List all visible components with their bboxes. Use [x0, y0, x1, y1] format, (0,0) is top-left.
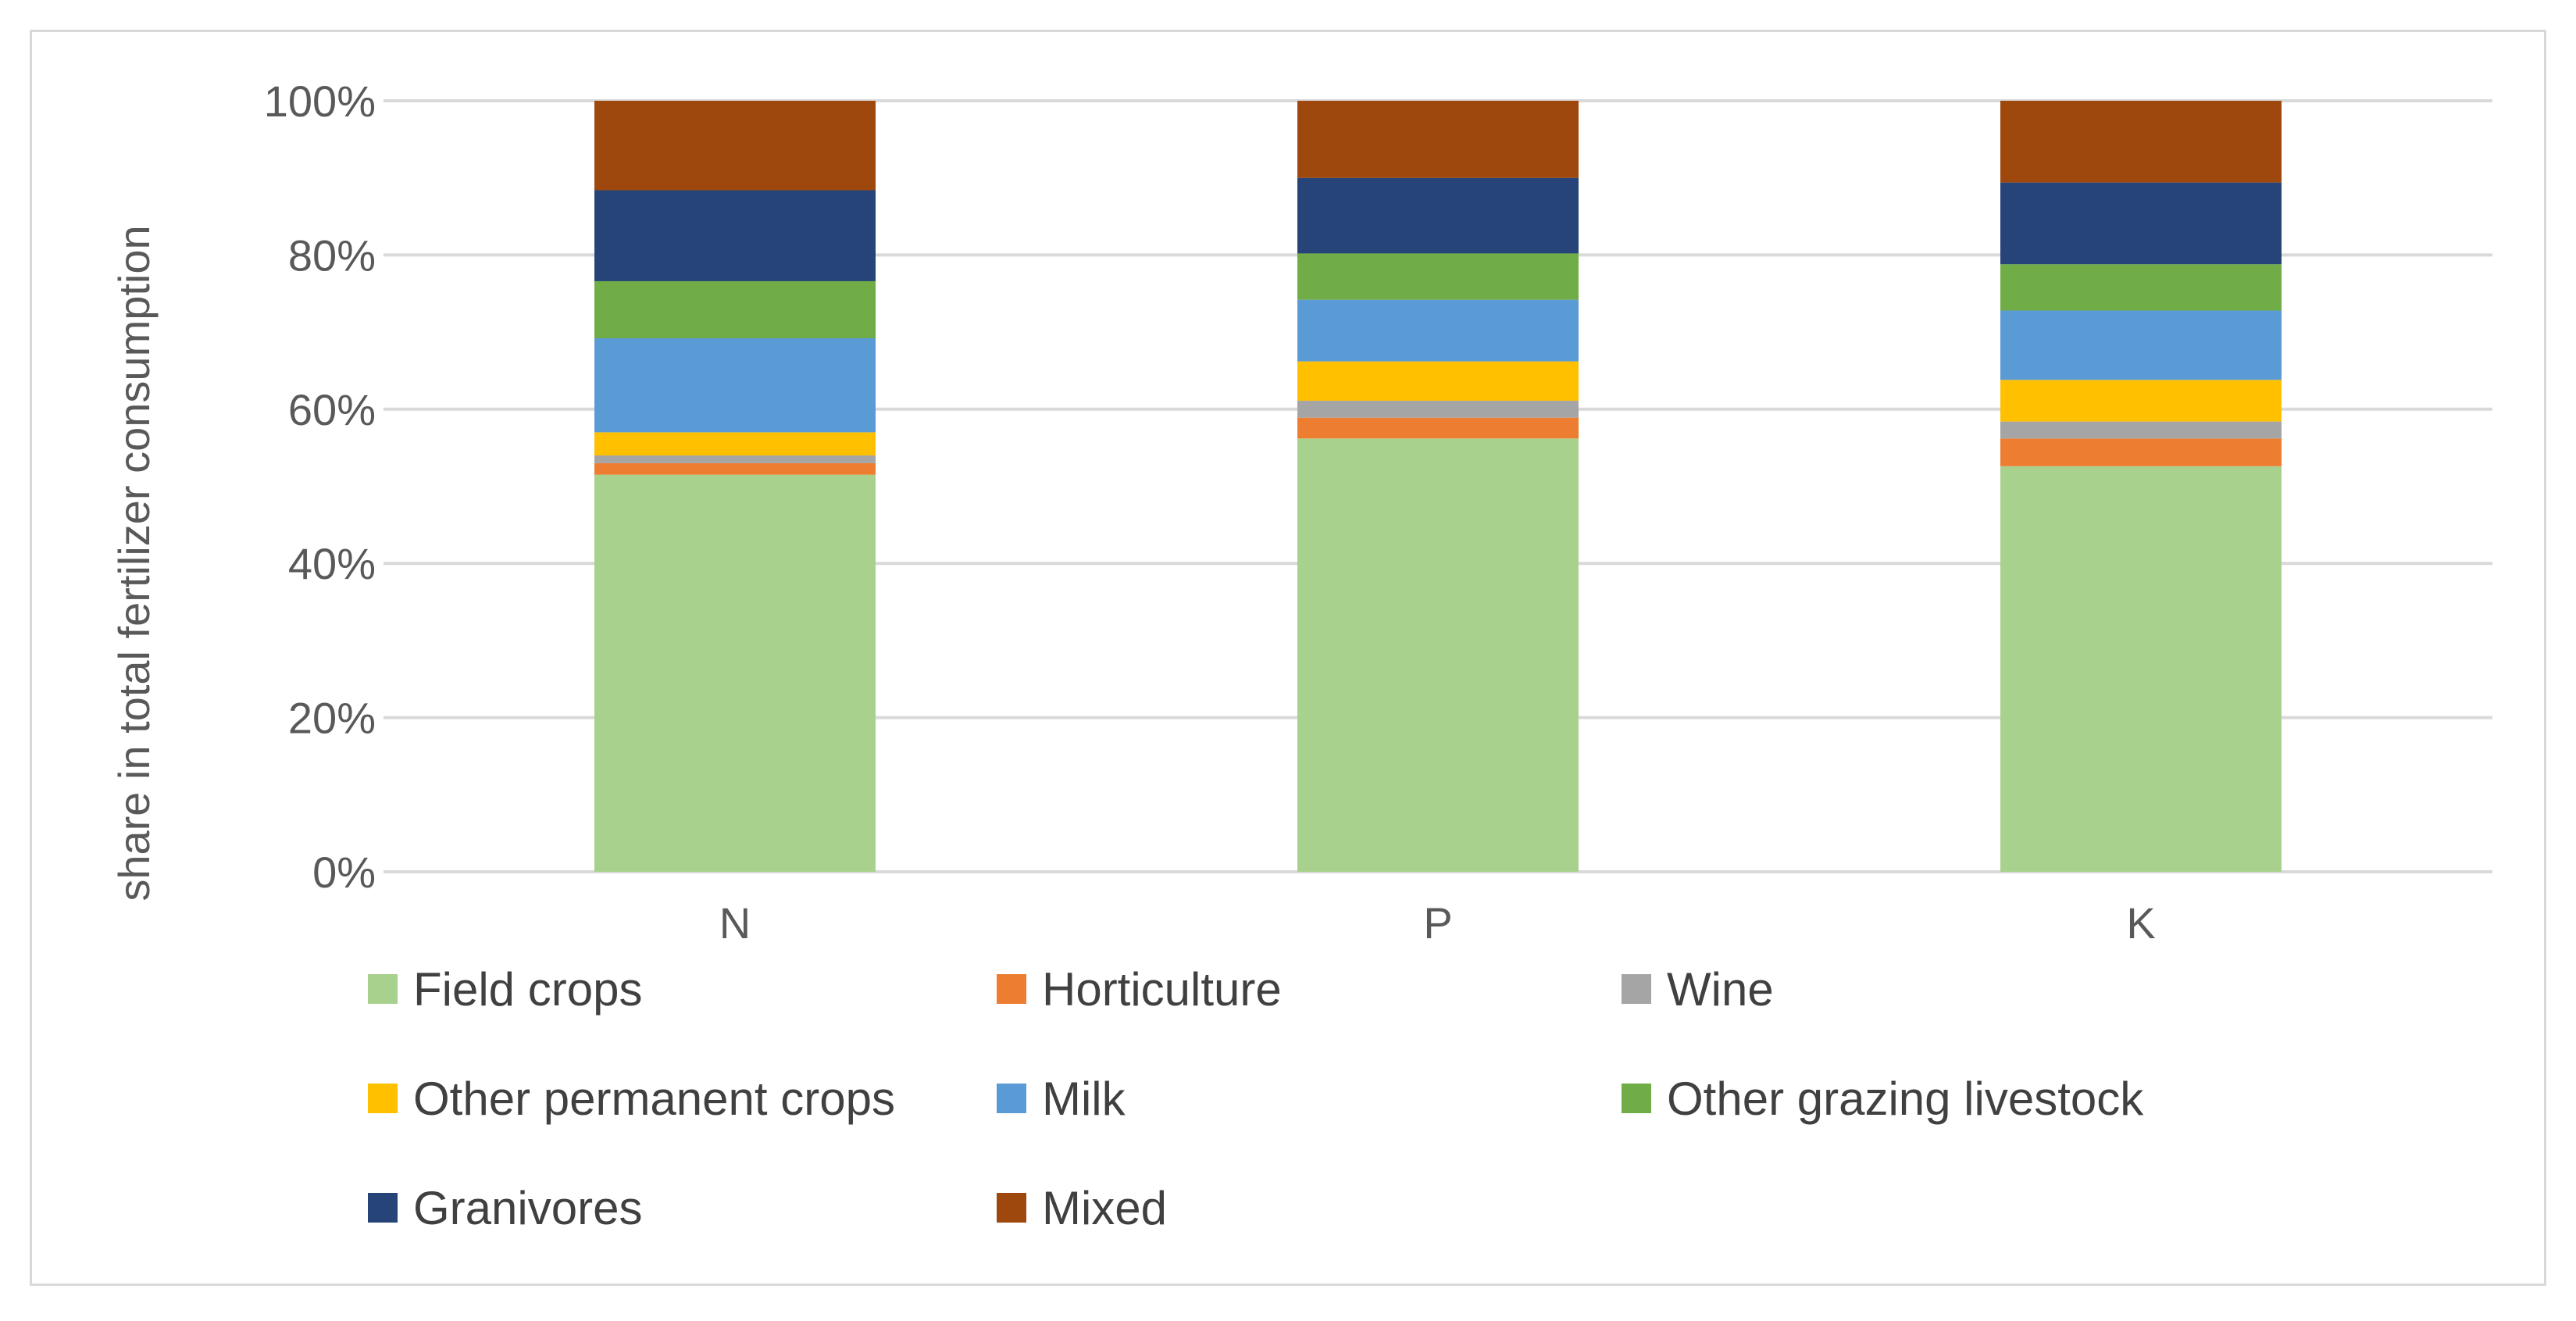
x-tick-label: P	[1423, 898, 1452, 948]
legend-swatch	[368, 1084, 398, 1113]
bar-segment-K-other-permanent-crops	[2000, 380, 2282, 422]
bar-segment-K-horticulture	[2000, 438, 2282, 466]
legend-item: Wine	[1622, 963, 1774, 1016]
y-tick-label: 80%	[288, 230, 376, 280]
legend-label: Horticulture	[1042, 963, 1282, 1016]
bar-segment-P-granivores	[1297, 177, 1579, 254]
x-tick-label: K	[2126, 898, 2155, 948]
bar-segment-N-granivores	[594, 190, 876, 281]
legend-swatch	[997, 974, 1026, 1004]
legend-item: Granivores	[368, 1182, 642, 1234]
bar-segment-K-wine	[2000, 421, 2282, 439]
y-axis-title: share in total fertilizer consumption	[109, 225, 159, 901]
legend-label: Other grazing livestock	[1667, 1073, 2144, 1125]
y-axis-ticks: 0% 20% 40% 60% 80% 100%	[264, 77, 376, 897]
legend: Field crops Horticulture Wine Other permane…	[368, 963, 2144, 1234]
bar-segment-P-other-permanent-crops	[1297, 361, 1579, 401]
legend-item: Field crops	[368, 963, 642, 1016]
legend-item: Other grazing livestock	[1622, 1073, 2144, 1125]
legend-label: Mixed	[1042, 1182, 1167, 1234]
legend-item: Horticulture	[997, 963, 1282, 1016]
bar-segment-K-granivores	[2000, 182, 2282, 265]
bar-segment-N-other-permanent-crops	[594, 432, 876, 456]
bar-segment-N-milk	[594, 337, 876, 433]
bar-segment-N-horticulture	[594, 462, 876, 475]
legend-label: Milk	[1042, 1073, 1126, 1125]
bar-segment-P-mixed	[1297, 101, 1579, 178]
chart-frame: 0% 20% 40% 60% 80% 100% N P K share in total fe…	[30, 30, 2546, 1286]
bar-segment-N-wine	[594, 455, 876, 463]
bar-segment-K-field-crops	[2000, 466, 2282, 872]
bar-segment-P-horticulture	[1297, 417, 1579, 439]
legend-swatch	[368, 1193, 398, 1223]
stacked-bar-chart: 0% 20% 40% 60% 80% 100% N P K share in total fe…	[109, 77, 2492, 1234]
bar-segment-K-other-grazing-livestock	[2000, 264, 2282, 311]
bars	[594, 101, 2282, 872]
legend-swatch	[997, 1193, 1026, 1223]
legend-label: Field crops	[413, 963, 642, 1016]
legend-item: Other permanent crops	[368, 1073, 895, 1125]
bar-segment-N-other-grazing-livestock	[594, 280, 876, 338]
bar-segment-P-field-crops	[1297, 438, 1579, 872]
bar-segment-N-mixed	[594, 101, 876, 191]
legend-item: Milk	[997, 1073, 1126, 1125]
y-tick-label: 20%	[288, 694, 376, 743]
bar-segment-P-milk	[1297, 299, 1579, 362]
y-tick-label: 0%	[312, 848, 376, 897]
y-tick-label: 100%	[264, 77, 376, 126]
bar-segment-P-wine	[1297, 400, 1579, 418]
bar-segment-K-milk	[2000, 310, 2282, 380]
x-tick-label: N	[719, 898, 751, 948]
bar-segment-K-mixed	[2000, 101, 2282, 183]
legend-label: Other permanent crops	[413, 1073, 895, 1125]
legend-swatch	[368, 974, 398, 1004]
legend-label: Wine	[1667, 963, 1774, 1016]
legend-item: Mixed	[997, 1182, 1167, 1234]
legend-label: Granivores	[413, 1182, 642, 1234]
legend-swatch	[1622, 974, 1651, 1004]
y-tick-label: 40%	[288, 539, 376, 588]
legend-swatch	[1622, 1084, 1651, 1113]
y-tick-label: 60%	[288, 385, 376, 434]
bar-segment-P-other-grazing-livestock	[1297, 253, 1579, 300]
legend-swatch	[997, 1084, 1026, 1113]
bar-segment-N-field-crops	[594, 474, 876, 872]
